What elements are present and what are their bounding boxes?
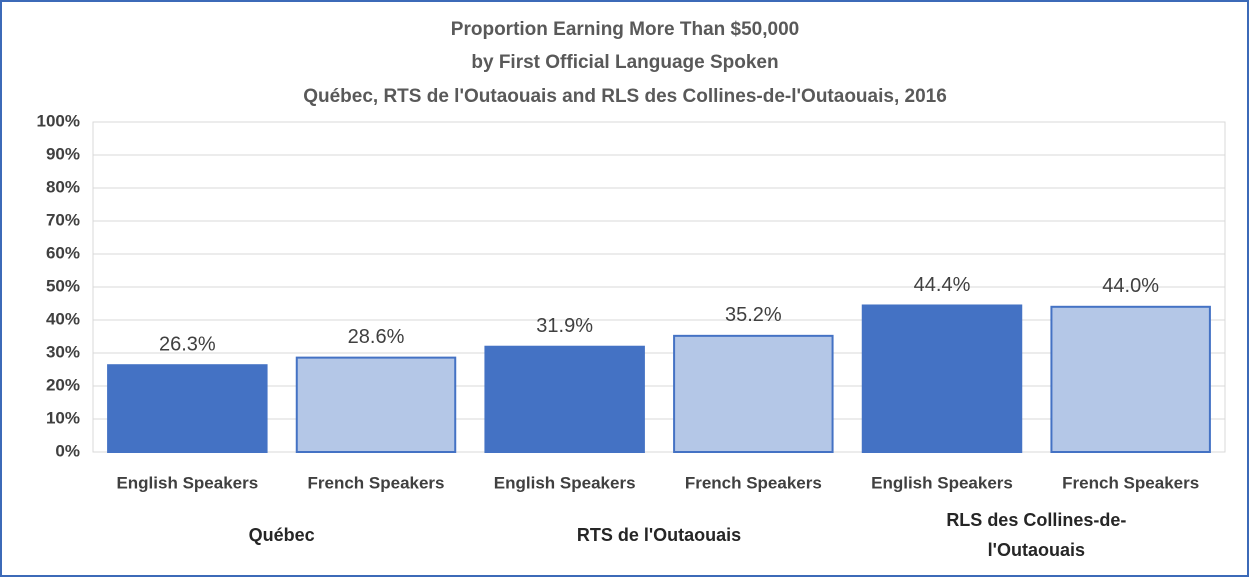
- group-label: RTS de l'Outaouais: [576, 525, 742, 545]
- bar: [484, 345, 645, 454]
- y-tick-label: 10%: [46, 408, 80, 427]
- data-label: 44.0%: [1102, 275, 1159, 297]
- bar: [673, 334, 834, 453]
- chart-title: Proportion Earning More Than $50,000: [451, 19, 799, 40]
- data-label: 31.9%: [536, 315, 593, 337]
- x-tick-label: French Speakers: [685, 473, 822, 492]
- y-tick-label: 20%: [46, 375, 80, 394]
- data-label: 26.3%: [159, 333, 216, 355]
- x-tick-label: English Speakers: [116, 473, 258, 492]
- bar: [861, 304, 1023, 454]
- chart-title: by First Official Language Spoken: [471, 52, 778, 73]
- y-tick-label: 80%: [46, 177, 80, 196]
- y-tick-label: 90%: [46, 144, 80, 163]
- chart-title: Québec, RTS de l'Outaouais and RLS des C…: [303, 86, 947, 107]
- group-label: RLS des Collines-de-l'Outaouais: [946, 510, 1127, 560]
- y-tick-label: 40%: [46, 309, 80, 328]
- x-tick-label: English Speakers: [494, 473, 636, 492]
- x-tick-label: English Speakers: [871, 473, 1013, 492]
- bar: [295, 356, 457, 453]
- data-label: 28.6%: [348, 326, 405, 348]
- data-label: 35.2%: [725, 304, 782, 326]
- x-tick-label: French Speakers: [1062, 473, 1199, 492]
- data-label: 44.4%: [914, 274, 971, 296]
- group-label: Québec: [248, 525, 315, 545]
- bar: [107, 364, 268, 453]
- y-tick-label: 30%: [46, 342, 80, 361]
- y-tick-label: 50%: [46, 276, 80, 295]
- y-tick-label: 60%: [46, 243, 80, 262]
- y-tick-label: 100%: [37, 111, 80, 130]
- bar: [1050, 305, 1211, 453]
- y-tick-label: 0%: [55, 441, 80, 460]
- x-tick-label: French Speakers: [307, 473, 444, 492]
- y-tick-label: 70%: [46, 210, 80, 229]
